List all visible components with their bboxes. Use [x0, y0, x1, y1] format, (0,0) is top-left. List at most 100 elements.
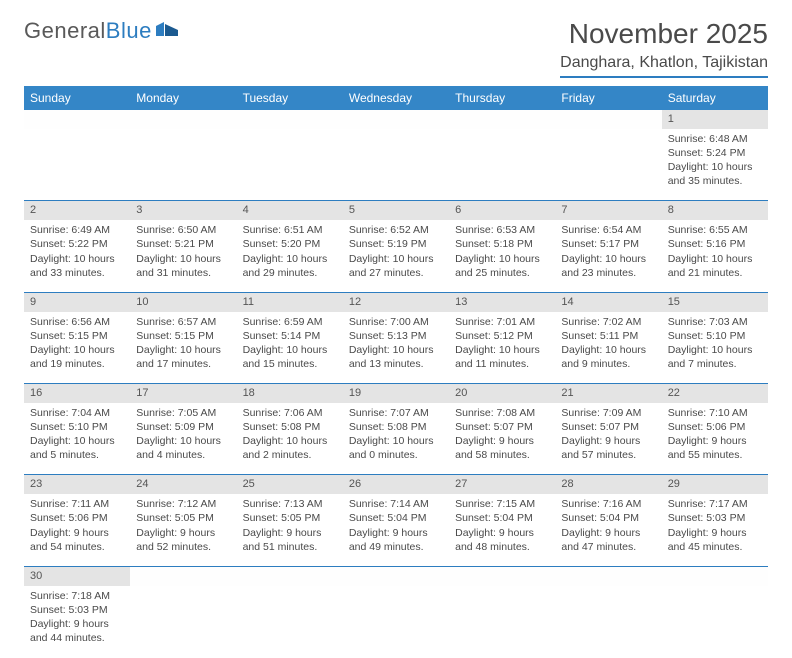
day-dl1: Daylight: 10 hours: [668, 343, 762, 357]
weekday-header: Tuesday: [237, 86, 343, 110]
day-dl2: and 29 minutes.: [243, 266, 337, 280]
day-ss: Sunset: 5:15 PM: [30, 329, 124, 343]
day-dl2: and 48 minutes.: [455, 540, 549, 554]
day-detail-cell: Sunrise: 7:12 AMSunset: 5:05 PMDaylight:…: [130, 494, 236, 566]
day-dl1: Daylight: 10 hours: [349, 252, 443, 266]
day-number-cell: [343, 110, 449, 129]
day-number-cell: 19: [343, 384, 449, 403]
day-number-cell: [343, 566, 449, 585]
day-detail-cell: Sunrise: 7:05 AMSunset: 5:09 PMDaylight:…: [130, 403, 236, 475]
day-dl2: and 45 minutes.: [668, 540, 762, 554]
day-dl1: Daylight: 10 hours: [455, 343, 549, 357]
header: GeneralBlue November 2025 Danghara, Khat…: [24, 18, 768, 78]
day-number-cell: 4: [237, 201, 343, 220]
day-number-cell: [449, 566, 555, 585]
day-ss: Sunset: 5:16 PM: [668, 237, 762, 251]
day-ss: Sunset: 5:05 PM: [136, 511, 230, 525]
day-sr: Sunrise: 7:11 AM: [30, 497, 124, 511]
day-dl2: and 44 minutes.: [30, 631, 124, 645]
day-ss: Sunset: 5:20 PM: [243, 237, 337, 251]
day-sr: Sunrise: 6:54 AM: [561, 223, 655, 237]
day-sr: Sunrise: 7:05 AM: [136, 406, 230, 420]
day-sr: Sunrise: 6:51 AM: [243, 223, 337, 237]
day-number-cell: 23: [24, 475, 130, 494]
day-detail-cell: Sunrise: 7:01 AMSunset: 5:12 PMDaylight:…: [449, 312, 555, 384]
day-number-cell: 1: [662, 110, 768, 129]
day-dl2: and 0 minutes.: [349, 448, 443, 462]
day-ss: Sunset: 5:24 PM: [668, 146, 762, 160]
day-ss: Sunset: 5:21 PM: [136, 237, 230, 251]
day-ss: Sunset: 5:18 PM: [455, 237, 549, 251]
calendar-head: SundayMondayTuesdayWednesdayThursdayFrid…: [24, 86, 768, 110]
day-number-cell: 10: [130, 292, 236, 311]
day-ss: Sunset: 5:17 PM: [561, 237, 655, 251]
day-detail-cell: Sunrise: 7:15 AMSunset: 5:04 PMDaylight:…: [449, 494, 555, 566]
day-dl2: and 58 minutes.: [455, 448, 549, 462]
day-dl1: Daylight: 10 hours: [349, 343, 443, 357]
day-dl1: Daylight: 9 hours: [455, 434, 549, 448]
day-dl2: and 23 minutes.: [561, 266, 655, 280]
weekday-header: Friday: [555, 86, 661, 110]
day-number-cell: [130, 566, 236, 585]
day-number-cell: 24: [130, 475, 236, 494]
day-number-cell: 5: [343, 201, 449, 220]
day-number-cell: [449, 110, 555, 129]
day-dl2: and 55 minutes.: [668, 448, 762, 462]
day-ss: Sunset: 5:12 PM: [455, 329, 549, 343]
day-dl1: Daylight: 10 hours: [243, 434, 337, 448]
day-detail-cell: [555, 129, 661, 201]
day-detail-cell: Sunrise: 7:18 AMSunset: 5:03 PMDaylight:…: [24, 586, 130, 658]
day-dl2: and 52 minutes.: [136, 540, 230, 554]
day-ss: Sunset: 5:07 PM: [455, 420, 549, 434]
weekday-header: Sunday: [24, 86, 130, 110]
day-ss: Sunset: 5:09 PM: [136, 420, 230, 434]
day-dl2: and 19 minutes.: [30, 357, 124, 371]
day-detail-cell: Sunrise: 6:52 AMSunset: 5:19 PMDaylight:…: [343, 220, 449, 292]
day-number-cell: 13: [449, 292, 555, 311]
day-number-cell: 27: [449, 475, 555, 494]
day-detail-cell: [130, 586, 236, 658]
day-sr: Sunrise: 7:18 AM: [30, 589, 124, 603]
day-number-cell: 26: [343, 475, 449, 494]
day-dl2: and 7 minutes.: [668, 357, 762, 371]
day-number-cell: [237, 110, 343, 129]
day-sr: Sunrise: 6:50 AM: [136, 223, 230, 237]
day-detail-cell: Sunrise: 7:06 AMSunset: 5:08 PMDaylight:…: [237, 403, 343, 475]
weekday-header: Thursday: [449, 86, 555, 110]
day-sr: Sunrise: 7:07 AM: [349, 406, 443, 420]
day-detail-cell: [449, 586, 555, 658]
day-number-cell: [130, 110, 236, 129]
day-number-cell: 28: [555, 475, 661, 494]
day-number-cell: 11: [237, 292, 343, 311]
day-detail-cell: Sunrise: 7:02 AMSunset: 5:11 PMDaylight:…: [555, 312, 661, 384]
day-sr: Sunrise: 7:08 AM: [455, 406, 549, 420]
day-ss: Sunset: 5:08 PM: [349, 420, 443, 434]
day-sr: Sunrise: 7:03 AM: [668, 315, 762, 329]
day-detail-cell: [662, 586, 768, 658]
day-dl2: and 57 minutes.: [561, 448, 655, 462]
day-ss: Sunset: 5:15 PM: [136, 329, 230, 343]
day-sr: Sunrise: 7:02 AM: [561, 315, 655, 329]
day-ss: Sunset: 5:22 PM: [30, 237, 124, 251]
day-dl1: Daylight: 9 hours: [30, 526, 124, 540]
day-number-cell: 17: [130, 384, 236, 403]
day-dl2: and 13 minutes.: [349, 357, 443, 371]
day-number-cell: 2: [24, 201, 130, 220]
day-detail-cell: [237, 129, 343, 201]
day-sr: Sunrise: 7:04 AM: [30, 406, 124, 420]
day-detail-cell: Sunrise: 6:49 AMSunset: 5:22 PMDaylight:…: [24, 220, 130, 292]
day-ss: Sunset: 5:06 PM: [668, 420, 762, 434]
day-sr: Sunrise: 7:15 AM: [455, 497, 549, 511]
day-dl1: Daylight: 9 hours: [561, 526, 655, 540]
day-dl1: Daylight: 10 hours: [30, 252, 124, 266]
day-sr: Sunrise: 6:56 AM: [30, 315, 124, 329]
day-detail-cell: Sunrise: 7:14 AMSunset: 5:04 PMDaylight:…: [343, 494, 449, 566]
day-dl1: Daylight: 10 hours: [243, 343, 337, 357]
day-dl2: and 21 minutes.: [668, 266, 762, 280]
day-detail-cell: [343, 129, 449, 201]
logo: GeneralBlue: [24, 18, 182, 44]
day-dl2: and 15 minutes.: [243, 357, 337, 371]
day-sr: Sunrise: 6:53 AM: [455, 223, 549, 237]
weekday-header: Wednesday: [343, 86, 449, 110]
day-dl1: Daylight: 9 hours: [668, 526, 762, 540]
